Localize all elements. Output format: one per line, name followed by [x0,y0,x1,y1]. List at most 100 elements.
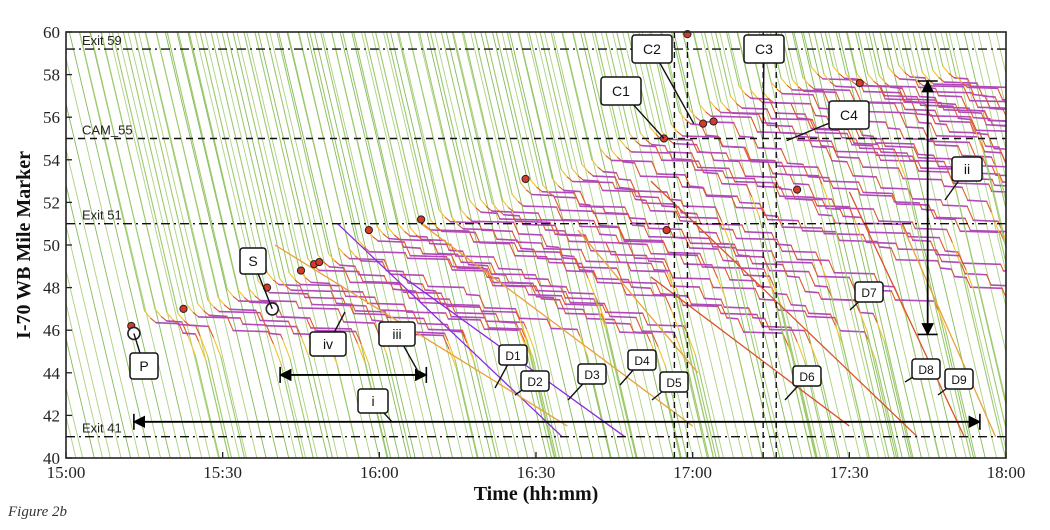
free-flow-trajectory [236,32,339,458]
queued-trajectory-segment [918,170,950,173]
queued-trajectory-segment [859,311,874,315]
y-tick-label: 56 [43,108,60,127]
queued-trajectory-segment [438,209,446,219]
queued-trajectory-segment [901,102,906,110]
queued-trajectory-segment [909,76,926,79]
queued-trajectory-segment [226,315,234,332]
queued-trajectory-segment [440,32,481,200]
queued-trajectory-segment [991,165,997,176]
queued-trajectory-segment [1019,133,1038,134]
queued-trajectory-segment [492,284,526,288]
queued-trajectory-segment [737,318,745,333]
queued-trajectory-segment [155,321,180,325]
queued-trajectory-segment [797,220,804,232]
free-flow-trajectory [820,32,922,458]
queued-trajectory-segment [374,32,420,219]
queued-trajectory-segment [342,32,389,229]
queued-trajectory-segment [821,183,831,205]
queued-trajectory-segment [773,182,781,197]
callout-box [828,100,870,130]
queued-trajectory-segment [823,232,864,236]
queued-trajectory-segment [475,207,482,213]
free-flow-trajectory [226,32,329,458]
callout-iv: iv [309,311,347,357]
queued-trajectory-segment [838,239,878,243]
queued-trajectory-segment [555,206,563,221]
queued-trajectory-segment [657,346,666,367]
queued-trajectory-segment [587,171,594,177]
queued-trajectory-segment [715,107,722,114]
free-flow-trajectory [66,101,151,458]
queued-trajectory-segment [1015,131,1021,145]
queued-trajectory-segment [897,248,938,251]
queued-trajectory-segment [790,189,796,200]
queued-trajectory-segment [559,299,567,314]
queued-trajectory-segment [993,184,1006,187]
queued-trajectory-segment [768,98,776,114]
queued-trajectory-segment [656,173,686,176]
queued-trajectory-segment [688,247,719,250]
queued-trajectory-segment [667,138,675,145]
queued-trajectory-segment [932,83,971,86]
queued-trajectory-segment [967,199,988,203]
queued-trajectory-segment [899,128,905,140]
queued-trajectory-segment [712,286,756,290]
queued-trajectory-segment [583,32,613,151]
queued-trajectory-segment [803,90,837,94]
queued-trajectory-segment [912,32,923,73]
queued-trajectory-segment [564,312,603,316]
callout-label: i [371,393,374,409]
queued-trajectory-segment [696,144,701,153]
queued-trajectory-segment [758,215,817,458]
queued-trajectory-segment [547,278,552,287]
queued-trajectory-segment [938,120,971,124]
callout-d4: D4 [619,349,657,386]
queued-trajectory-segment [1032,281,1050,282]
queued-trajectory-segment [78,32,146,312]
queued-trajectory-segment [705,134,719,138]
callout-label: D6 [799,370,815,384]
queued-trajectory-segment [1027,122,1029,127]
queued-trajectory-segment [483,306,517,310]
free-flow-trajectory [215,32,318,458]
queued-trajectory-segment [360,343,370,365]
callout-label: C3 [755,41,773,57]
queued-trajectory-segment [767,97,775,104]
queued-trajectory-segment [419,247,424,255]
queued-trajectory-segment [893,201,921,204]
queued-trajectory-segment [701,186,707,197]
queued-trajectory-segment [1021,192,1025,201]
queued-trajectory-segment [898,64,906,74]
queued-trajectory-segment [983,110,989,121]
queued-trajectory-segment [506,32,544,186]
queued-trajectory-segment [495,32,532,181]
queued-trajectory-segment [421,283,426,291]
queued-trajectory-segment [809,343,819,364]
queued-trajectory-segment [519,182,528,191]
queued-trajectory-segment [703,32,722,103]
queued-trajectory-segment [372,236,379,242]
queued-trajectory-segment [483,328,521,332]
queued-trajectory-segment [828,284,870,458]
free-flow-trajectory [651,32,753,458]
queued-trajectory-segment [578,269,595,272]
x-axis-title: Time (hh:mm) [474,483,599,504]
callout-box [854,281,884,303]
queued-trajectory-segment [750,116,759,133]
queued-trajectory-segment [865,241,897,245]
queued-trajectory-segment [821,227,825,235]
queued-trajectory-segment [1011,102,1015,111]
queued-trajectory-segment [496,238,519,242]
queued-trajectory-segment [623,240,665,244]
queued-trajectory-segment [1038,134,1044,149]
queued-trajectory-segment [682,32,701,106]
queued-trajectory-segment [683,263,713,266]
queued-trajectory-segment [1039,250,1045,264]
queued-trajectory-segment [517,32,553,180]
queued-trajectory-segment [1032,158,1039,177]
free-flow-trajectory [66,385,84,458]
queued-trajectory-segment [616,32,641,134]
queued-trajectory-segment [957,145,963,156]
queued-trajectory-segment [809,118,817,134]
queued-trajectory-segment [960,96,968,111]
